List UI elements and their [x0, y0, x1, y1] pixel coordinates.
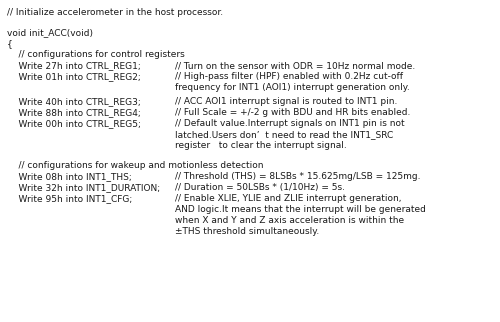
Text: frequency for INT1 (AOI1) interrupt generation only.: frequency for INT1 (AOI1) interrupt gene…	[175, 83, 410, 92]
Text: // ACC AOI1 interrupt signal is routed to INT1 pin.: // ACC AOI1 interrupt signal is routed t…	[175, 97, 398, 106]
Text: Write 88h into CTRL_REG4;: Write 88h into CTRL_REG4;	[7, 108, 141, 117]
Text: register   to clear the interrupt signal.: register to clear the interrupt signal.	[175, 141, 347, 150]
Text: // Default value.Interrupt signals on INT1 pin is not: // Default value.Interrupt signals on IN…	[175, 119, 404, 128]
Text: // configurations for wakeup and motionless detection: // configurations for wakeup and motionl…	[7, 161, 264, 170]
Text: // Initialize accelerometer in the host processor.: // Initialize accelerometer in the host …	[7, 8, 223, 17]
Text: // High-pass filter (HPF) enabled with 0.2Hz cut-off: // High-pass filter (HPF) enabled with 0…	[175, 72, 403, 81]
Text: Write 40h into CTRL_REG3;: Write 40h into CTRL_REG3;	[7, 97, 141, 106]
Text: latched.Users don’  t need to read the INT1_SRC: latched.Users don’ t need to read the IN…	[175, 130, 393, 139]
Text: // Threshold (THS) = 8LSBs * 15.625mg/LSB = 125mg.: // Threshold (THS) = 8LSBs * 15.625mg/LS…	[175, 172, 420, 181]
Text: Write 95h into INT1_CFG;: Write 95h into INT1_CFG;	[7, 194, 132, 203]
Text: // Duration = 50LSBs * (1/10Hz) = 5s.: // Duration = 50LSBs * (1/10Hz) = 5s.	[175, 183, 345, 192]
Text: Write 32h into INT1_DURATION;: Write 32h into INT1_DURATION;	[7, 183, 160, 192]
Text: {: {	[7, 39, 13, 48]
Text: Write 27h into CTRL_REG1;: Write 27h into CTRL_REG1;	[7, 61, 141, 70]
Text: // Full Scale = +/-2 g with BDU and HR bits enabled.: // Full Scale = +/-2 g with BDU and HR b…	[175, 108, 410, 117]
Text: // configurations for control registers: // configurations for control registers	[7, 50, 185, 59]
Text: Write 01h into CTRL_REG2;: Write 01h into CTRL_REG2;	[7, 72, 141, 81]
Text: AND logic.It means that the interrupt will be generated: AND logic.It means that the interrupt wi…	[175, 205, 426, 214]
Text: Write 08h into INT1_THS;: Write 08h into INT1_THS;	[7, 172, 132, 181]
Text: void init_ACC(void): void init_ACC(void)	[7, 28, 93, 37]
Text: // Turn on the sensor with ODR = 10Hz normal mode.: // Turn on the sensor with ODR = 10Hz no…	[175, 61, 415, 70]
Text: ±THS threshold simultaneously.: ±THS threshold simultaneously.	[175, 227, 320, 236]
Text: // Enable XLIE, YLIE and ZLIE interrupt generation,: // Enable XLIE, YLIE and ZLIE interrupt …	[175, 194, 402, 203]
Text: when X and Y and Z axis acceleration is within the: when X and Y and Z axis acceleration is …	[175, 216, 404, 225]
Text: Write 00h into CTRL_REG5;: Write 00h into CTRL_REG5;	[7, 119, 141, 128]
